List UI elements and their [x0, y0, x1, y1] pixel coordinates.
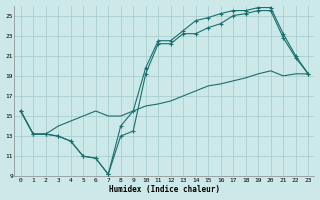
X-axis label: Humidex (Indice chaleur): Humidex (Indice chaleur) [109, 185, 220, 194]
